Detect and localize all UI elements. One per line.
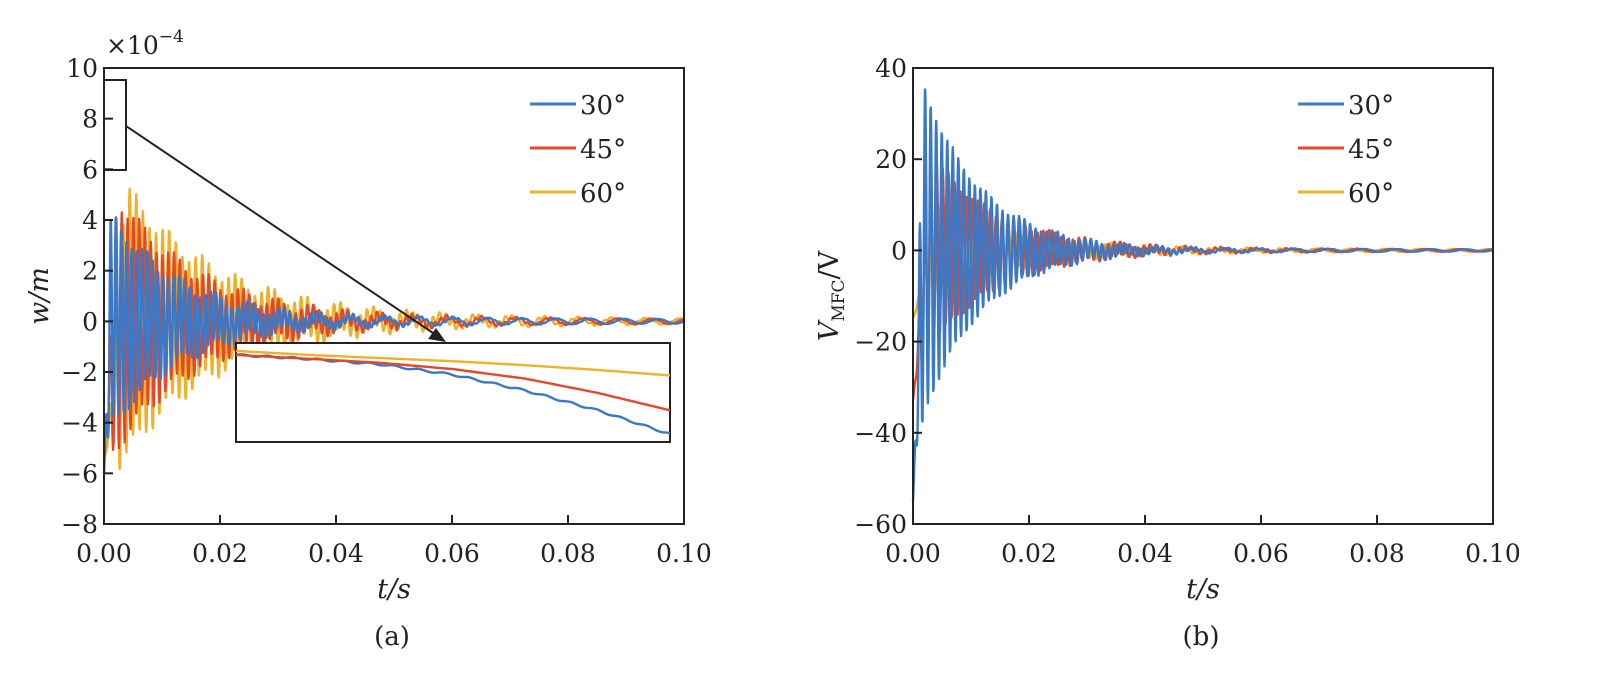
panel-a-xtick-label: 0.00 [76,539,132,568]
panel-a-ytick-label: −8 [61,510,98,539]
panel-a-xtick-label: 0.02 [192,539,248,568]
panel-a-xtick-label: 0.06 [424,539,480,568]
panel-a-series-line-30 [102,216,685,474]
panel-b-ytick-label: −20 [854,328,907,357]
panel-a-caption: (a) [374,622,410,652]
panel-b-legend-label-45: 45° [1348,135,1394,165]
panel-a-ytick-label: 4 [82,206,98,235]
panel-a-ytick-label: −2 [61,358,98,387]
panel-a-ytick-label: −6 [61,459,98,488]
panel-a-ytick-label: 10 [66,54,98,83]
panel-a-xtick-label: 0.10 [656,539,712,568]
panel-a-legend: 30° 45° 60° [530,91,626,209]
panel-b-series-group [911,88,1494,502]
panel-a-xtick-label: 0.08 [540,539,596,568]
panel-a-multiplier-base: ×10 [106,31,159,60]
panel-b-xtick-label: 0.04 [1117,539,1173,568]
panel-a-ytick-label: −4 [61,409,98,438]
panel-b-xtick-label: 0.00 [885,539,941,568]
panel-b-legend-label-60: 60° [1348,179,1394,209]
panel-b-xtick-label: 0.10 [1465,539,1521,568]
panel-b-axes: 0.00 0.02 0.04 0.06 0.08 0.10 −60 −40 −20 0 20 40 [854,54,1521,568]
panel-b-caption: (b) [1183,622,1220,652]
panel-b-ytick-label: 0 [891,236,907,265]
panel-b: 0.00 0.02 0.04 0.06 0.08 0.10 −60 −40 −20 0 20 40 t… [814,54,1521,652]
panel-b-legend: 30° 45° 60° [1298,91,1394,209]
panel-a-ytick-label: 0 [82,307,98,336]
panel-b-ylabel-tail: /V [814,250,845,279]
panel-a-ylabel: w/m [24,267,55,325]
panel-a-xlabel: t/s [377,574,411,605]
panel-a-legend-label-60: 60° [580,179,626,209]
panel-a-ytick-label: 6 [82,155,98,184]
panel-a-legend-label-30: 30° [580,91,626,121]
panel-a-ytick-label: 2 [82,257,98,286]
panel-a: 0.00 0.02 0.04 0.06 0.08 0.10−8−6−4−20246810 … [24,27,712,652]
panel-a-xtick-label: 0.04 [308,539,364,568]
panel-b-ytick-label: 20 [875,145,907,174]
panel-a-legend-label-45: 45° [580,135,626,165]
panel-a-ytick-label: 8 [82,105,98,134]
inset-series-group [235,349,671,435]
panel-b-ytick-label: 40 [875,54,907,83]
panel-a-axes: 0.00 0.02 0.04 0.06 0.08 0.10 −8 −6 −4 −2 0 2 4 6 8 10 [61,54,712,568]
panel-b-ytick-label: −40 [854,419,907,448]
inset-line-45 [235,353,671,412]
zoom-arrow [125,125,437,336]
zoom-arrow-head [428,328,446,342]
panel-b-xtick-label: 0.02 [1001,539,1057,568]
panel-a-multiplier: ×10−4 [106,27,184,60]
panel-a-plot-frame [103,67,685,525]
panel-b-ylabel: VMFC/V [814,250,849,341]
panel-b-ylabel-main: V [814,319,845,341]
panel-b-ylabel-sub: MFC [829,279,849,321]
zoom-window-box [103,79,127,171]
panel-b-ytick-label: −60 [854,510,907,539]
panel-b-xlabel: t/s [1186,574,1220,605]
panel-b-legend-label-30: 30° [1348,91,1394,121]
inset-line-60 [235,349,671,377]
panel-b-plot-frame [912,67,1494,525]
panel-b-xtick-label: 0.08 [1349,539,1405,568]
panel-a-series-group [102,187,685,474]
panel-b-xtick-label: 0.06 [1233,539,1289,568]
panel-b-series-line-30 [911,88,1494,502]
panel-a-multiplier-exponent: −4 [159,27,184,47]
